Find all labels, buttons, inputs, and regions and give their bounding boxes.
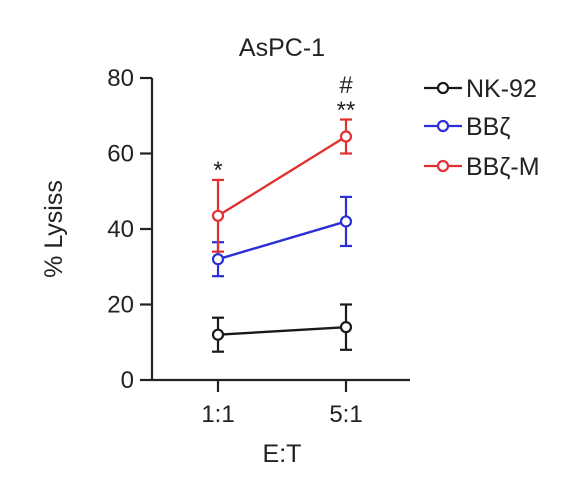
plot-area — [211, 118, 353, 353]
data-point — [339, 215, 353, 228]
chart-title: AsPC-1 — [239, 34, 325, 62]
legend-label: BBζ — [466, 113, 510, 141]
y-tick-label: 0 — [121, 367, 134, 394]
y-tick-label: 40 — [107, 216, 134, 243]
y-axis: 0 20 40 60 80 — [107, 65, 154, 394]
data-point — [339, 321, 353, 334]
significance-annotations: * #** — [213, 72, 355, 184]
series-BBζ — [211, 195, 353, 278]
significance-mark: ** — [337, 97, 356, 124]
y-tick-label: 20 — [107, 292, 134, 319]
significance-mark: * — [213, 157, 222, 184]
legend-marker — [436, 81, 450, 95]
series-BBζ-M — [211, 118, 353, 253]
legend-marker — [436, 159, 450, 173]
x-axis-label: E:T — [263, 440, 302, 468]
legend-label: NK-92 — [466, 75, 537, 103]
legend: NK-92 BBζ BBζ-M — [424, 75, 540, 181]
x-tick-label: 5:1 — [329, 401, 362, 428]
legend-item: BBζ — [424, 113, 510, 141]
series-line — [217, 220, 347, 261]
x-tick-label: 1:1 — [201, 401, 234, 428]
y-tick-label: 60 — [107, 141, 134, 168]
series-line — [217, 135, 347, 217]
legend-marker — [436, 119, 450, 133]
series-line — [217, 325, 347, 336]
data-point — [339, 130, 353, 143]
data-point — [211, 253, 225, 266]
legend-label: BBζ-M — [466, 153, 540, 181]
y-tick-label: 80 — [107, 65, 134, 92]
legend-item: BBζ-M — [424, 153, 540, 181]
significance-mark: # — [339, 72, 353, 99]
x-axis: 1:1 5:1 — [152, 378, 410, 428]
series-NK-92 — [211, 303, 353, 353]
data-point — [211, 328, 225, 341]
data-point — [211, 209, 225, 222]
y-axis-label: % Lysiss — [40, 180, 68, 278]
legend-item: NK-92 — [424, 75, 537, 103]
